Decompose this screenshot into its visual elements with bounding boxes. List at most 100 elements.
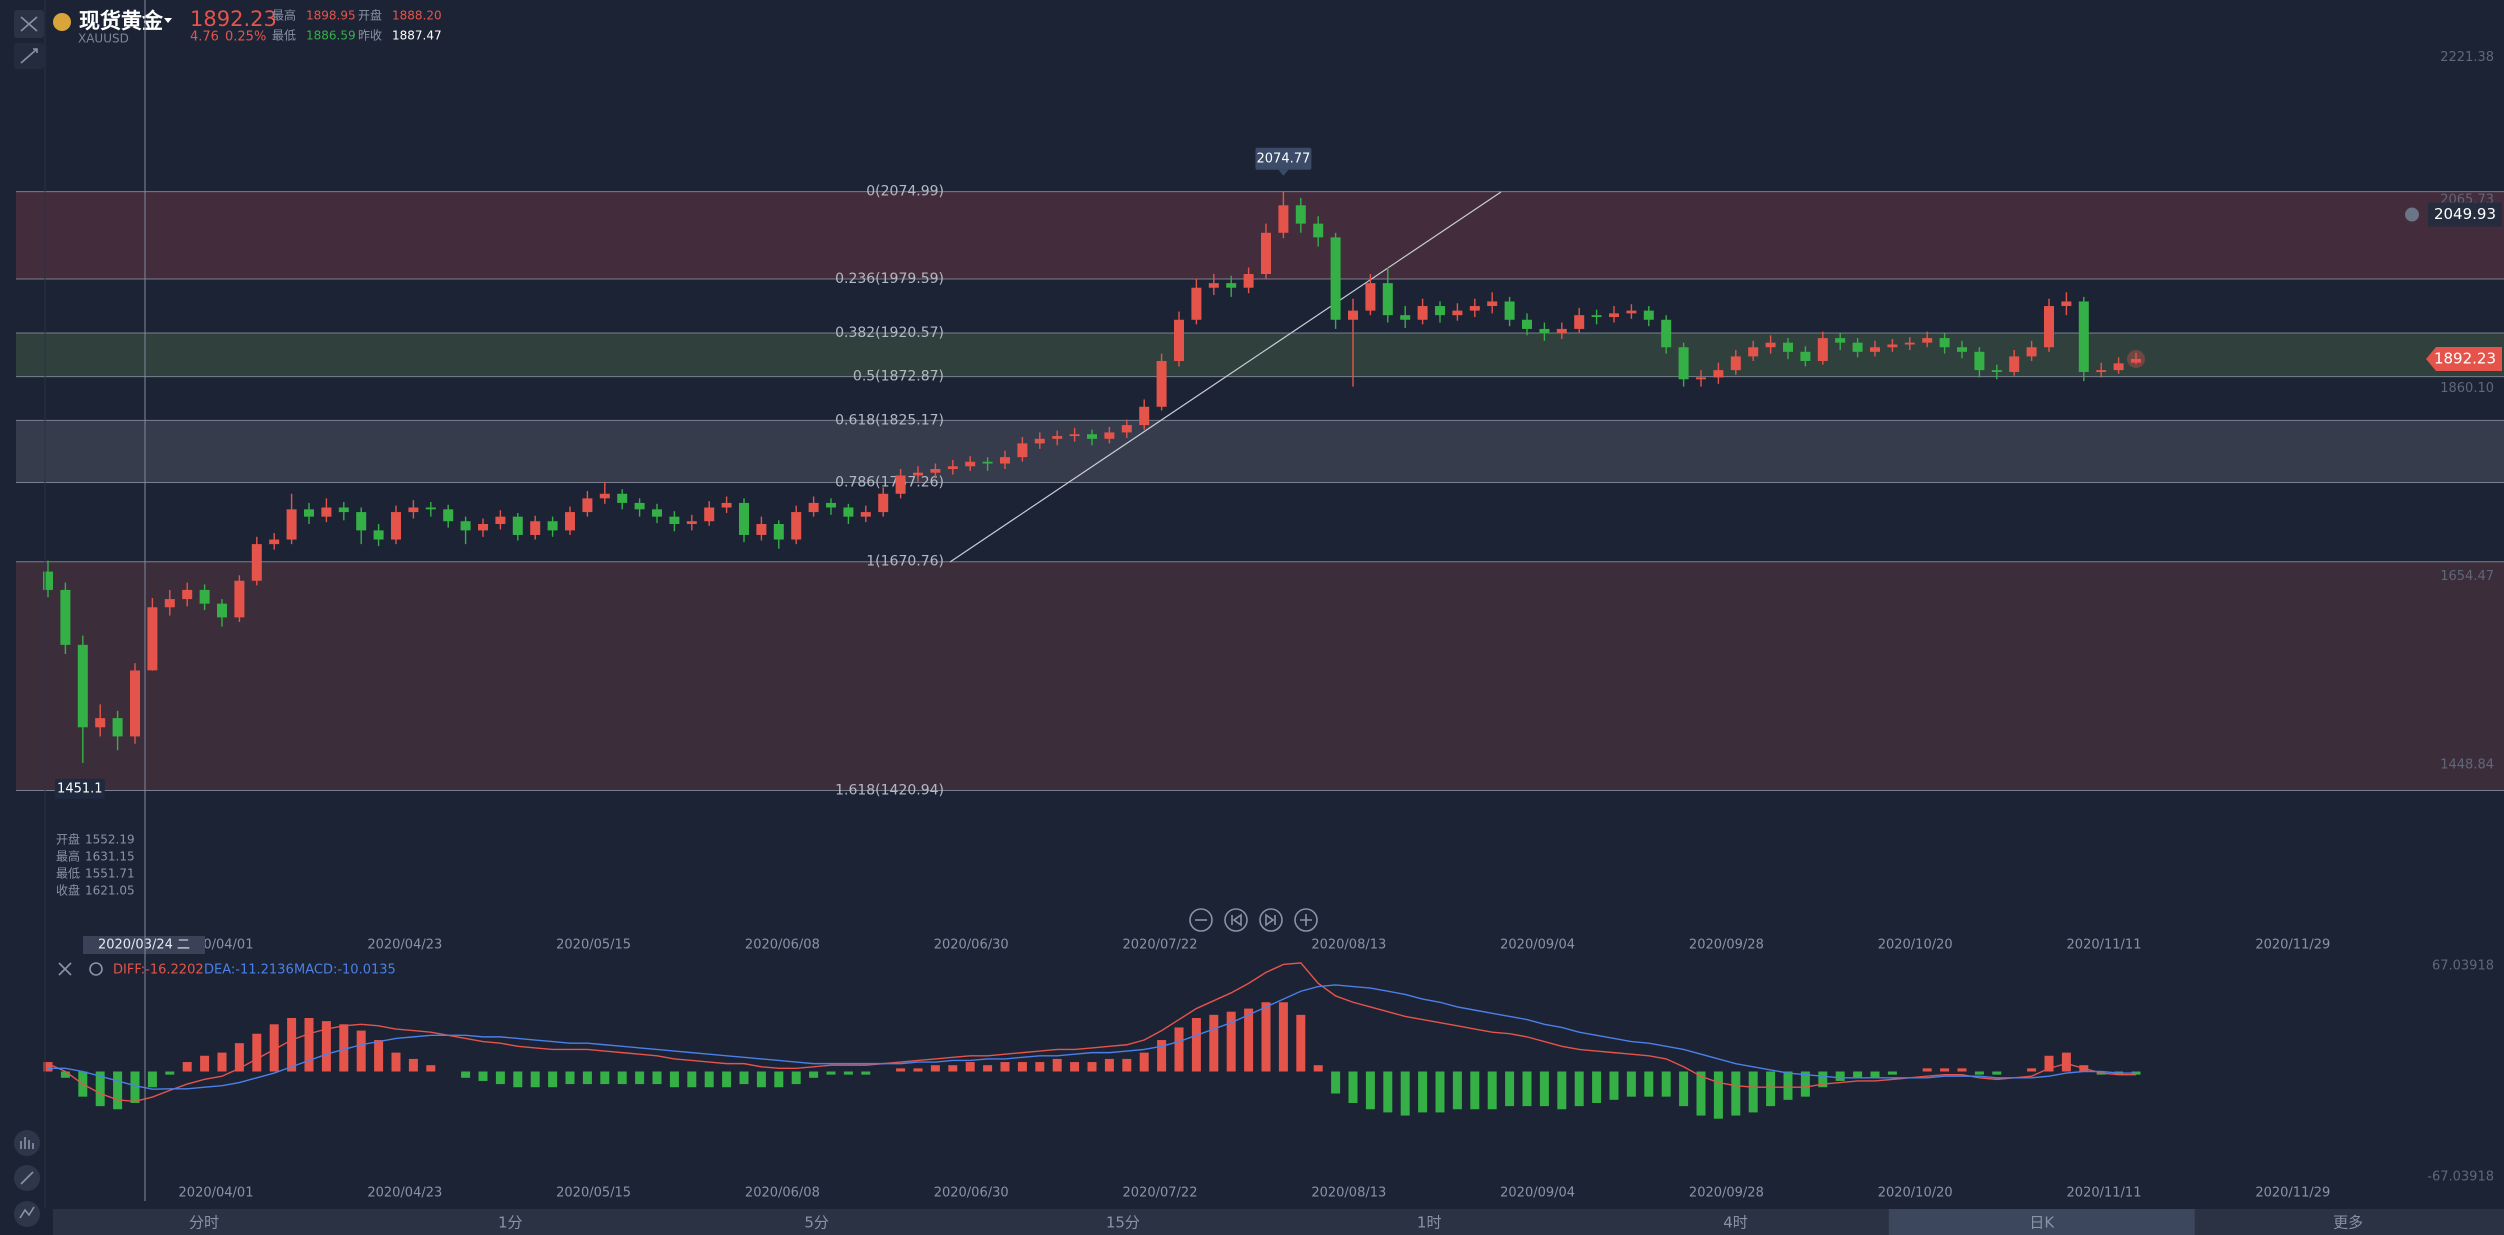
ohlc-value: 1631.15 [85,850,135,864]
tab[interactable]: 日K [2029,1214,2055,1232]
macd-bar [1052,1058,1062,1072]
scroll-end-button[interactable] [1259,908,1283,932]
fib-label: 0.382(1920.57) [835,325,944,341]
macd-bar [426,1065,436,1072]
close-button[interactable] [14,10,44,38]
scroll-start-button[interactable] [1224,908,1248,932]
fib-bands [16,191,2504,791]
macd-bar [1209,1014,1219,1072]
candle-body [251,544,262,581]
tab[interactable]: 更多 [2333,1214,2363,1232]
macd-bar [704,1071,714,1088]
candle-body [182,589,193,600]
macd-bar [1696,1071,1706,1116]
macd-bar [965,1062,975,1072]
macd-close[interactable] [58,962,72,976]
dropdown-arrow[interactable] [164,18,172,23]
macd-bar [182,1062,192,1072]
macd-bar [1974,1071,1984,1075]
crosshair-date-box [83,936,205,954]
macd-date-label: 2020/06/08 [745,1186,820,1201]
candle-body [1104,432,1115,439]
macd-bar [617,1071,627,1085]
stat-value: 1886.59 [306,29,356,43]
candle-body [1870,347,1880,352]
zoom-out-button[interactable] [1189,908,1213,932]
tab[interactable]: 15分 [1106,1214,1140,1232]
macd-bar [113,1071,123,1110]
last-price-badge [2426,346,2502,371]
candle-body [1226,283,1237,288]
macd-bar [1870,1071,1880,1078]
macd-date-label: 2020/09/04 [1500,1186,1575,1201]
indicator-button[interactable] [14,1130,40,1156]
candles [43,191,2141,763]
macd-bar [60,1071,70,1078]
date-label: 2020/06/30 [934,938,1009,953]
alert-box[interactable] [2428,202,2502,227]
trend-line [949,191,1502,563]
macd-bar [1731,1071,1741,1116]
candle-body [1626,310,1637,314]
macd-bar [1087,1062,1097,1072]
macd-bar [896,1068,906,1072]
macd-legend: MACD:-10.0135 [294,963,396,978]
price: 1892.23 [190,7,277,31]
candle-body [1121,425,1132,433]
macd-settings[interactable] [89,962,103,976]
macd-bar [1574,1071,1584,1107]
candle-body [547,521,558,531]
alert-bell[interactable] [2405,207,2419,222]
ohlc-label: 最低 [56,867,80,881]
macd-bar [1261,1002,1271,1072]
candle-body [1469,306,1480,311]
y-tick-label: 1860.10 [2440,381,2494,396]
ohlc-label: 最高 [56,849,80,864]
active-tab-bg [1888,1209,2195,1235]
candle-body [565,512,575,531]
candle-body [356,512,367,531]
stat-label: 最高 [272,8,296,23]
macd-bar [1818,1071,1828,1088]
candle-body [304,509,314,517]
date-label: 2020/05/15 [556,938,631,953]
macd-bar [582,1071,592,1085]
macd-bar [1070,1062,1080,1072]
macd-bar [1609,1071,1619,1100]
line-tool-button[interactable] [14,1201,40,1227]
candle-body [1156,360,1167,407]
tab[interactable]: 5分 [804,1214,829,1232]
candle-body [704,507,715,522]
macd-legend: DEA:-11.2136 [204,963,294,978]
macd-bar [1348,1071,1358,1103]
candle-body [1974,351,1985,371]
crosshair-ohlc: 开盘 1552.19 最高 1631.15 最低 1551.71 收盘 1621.05 [56,832,135,898]
tab[interactable]: 1分 [498,1214,523,1232]
tab[interactable]: 1时 [1417,1214,1442,1232]
macd-bar [1470,1071,1480,1110]
candle-body [826,502,836,508]
tab[interactable]: 4时 [1723,1214,1748,1232]
candle-body [913,472,923,476]
stat-value: 1887.47 [392,29,442,43]
candle-body [60,589,71,645]
macd-bar [1992,1071,2002,1075]
candle-body [1765,342,1776,348]
macd-bar [1383,1071,1393,1113]
macd-date-label: 2020/09/28 [1689,1186,1764,1201]
candle-body [1400,315,1411,320]
macd-date-label: 2020/07/22 [1123,1186,1198,1201]
candle-body [756,523,767,535]
draw-tool-button[interactable] [14,43,44,69]
candle-body [460,521,471,531]
dea-line [48,984,2136,1090]
instrument-name[interactable]: 现货黄金 [79,9,164,33]
instrument-code: XAUUSD [78,32,129,46]
zoom-in-button[interactable] [1294,908,1318,932]
candle-body [1000,457,1010,464]
ohlc-value: 1552.19 [85,833,135,847]
date-label: 2020/11/29 [2255,938,2330,953]
tab[interactable]: 分时 [189,1214,219,1232]
pen-button[interactable] [14,1165,40,1191]
macd-bar [1122,1058,1132,1072]
